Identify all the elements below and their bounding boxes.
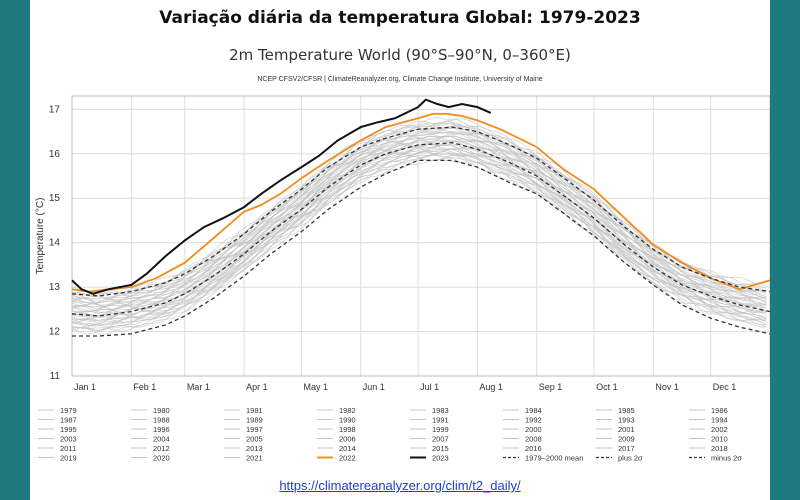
legend-label: 1980 (153, 406, 170, 415)
legend-label: 1982 (339, 406, 356, 415)
legend-label: 1979–2000 mean (525, 454, 583, 463)
series-line-2023 (71, 98, 492, 295)
legend-label: 2014 (339, 444, 356, 453)
legend-label: 1991 (432, 416, 449, 425)
slide-title: Variação diária da temperatura Global: 1… (159, 8, 641, 28)
chart-title: 2m Temperature World (90°S–90°N, 0–360°E… (229, 46, 571, 64)
legend-label: 1984 (525, 406, 542, 415)
x-tick-label: May 1 (303, 382, 328, 392)
chart-card: Variação diária da temperatura Global: 1… (30, 0, 770, 500)
legend-label: 1981 (246, 406, 263, 415)
series-line-2018 (71, 117, 767, 304)
legend-label: 2023 (432, 454, 449, 463)
legend-label: 2018 (711, 444, 728, 453)
legend-label: 1997 (246, 425, 263, 434)
legend-label: 2019 (60, 454, 77, 463)
legend-label: 1998 (339, 425, 356, 434)
series-line-1997 (71, 144, 767, 317)
y-tick-label: 14 (49, 238, 61, 249)
legend-label: 2002 (711, 425, 728, 434)
y-tick-label: 12 (49, 327, 61, 338)
x-tick-label: Sep 1 (539, 382, 563, 392)
series-line-2021 (71, 118, 767, 294)
series-line-2007 (71, 132, 767, 306)
series-line-2022 (71, 112, 770, 293)
legend-label: 2001 (618, 425, 635, 434)
x-tick-label: Jul 1 (420, 382, 439, 392)
y-axis-label: Temperature (°C) (35, 198, 46, 275)
legend-label: 2000 (525, 425, 542, 434)
x-tick-label: Nov 1 (655, 382, 679, 392)
series-line-1979 (71, 159, 767, 332)
legend-label: 2012 (153, 444, 170, 453)
x-tick-label: Feb 1 (133, 382, 156, 392)
series-line-2008 (71, 125, 767, 310)
legend-label: 1995 (60, 425, 77, 434)
legend-label: 2005 (246, 435, 263, 444)
legend-label: 1992 (525, 416, 542, 425)
series-line-minus-2- (72, 159, 770, 337)
y-tick-label: 13 (49, 282, 61, 293)
legend-label: 1985 (618, 406, 635, 415)
x-tick-label: Jan 1 (74, 382, 96, 392)
series-line-2002 (71, 139, 767, 309)
series-line-2015 (71, 126, 767, 302)
legend-label: 1983 (432, 406, 449, 415)
y-tick-label: 17 (49, 104, 61, 115)
series-line-2006 (71, 135, 767, 310)
y-tick-label: 16 (49, 149, 61, 160)
legend-label: 2008 (525, 435, 542, 444)
x-tick-label: Apr 1 (246, 382, 268, 392)
x-tick-label: Oct 1 (596, 382, 618, 392)
x-tick-label: Dec 1 (713, 382, 737, 392)
legend-label: 1990 (339, 416, 356, 425)
legend-label: 1996 (153, 425, 170, 434)
legend-label: 2007 (432, 435, 449, 444)
legend-label: 1979 (60, 406, 77, 415)
series-line-1993 (71, 146, 767, 318)
series-line-2004 (71, 132, 767, 313)
legend-label: 2009 (618, 435, 635, 444)
legend-label: 2017 (618, 444, 635, 453)
legend-label: 1989 (246, 416, 263, 425)
y-tick-label: 11 (50, 371, 61, 382)
y-tick-label: 15 (49, 193, 61, 204)
series-line-1996 (71, 140, 767, 321)
temperature-chart: 11 12 13 14 15 16 17 Jan 1 Feb 1 Mar 1 Apr 1 May 1 J… (35, 95, 770, 463)
legend-label: 2010 (711, 435, 728, 444)
x-tick-label: Jun 1 (363, 382, 385, 392)
legend-label: 1986 (711, 406, 728, 415)
series-line-1979-2000-mean (71, 142, 770, 317)
legend-label: 2021 (246, 454, 263, 463)
x-tick-label: Mar 1 (187, 382, 210, 392)
series-line-plus-2- (71, 126, 770, 297)
legend-label: 2016 (525, 444, 542, 453)
legend-label: minus 2σ (711, 454, 742, 463)
legend-label: 2003 (60, 435, 77, 444)
source-link[interactable]: https://climatereanalyzer.org/clim/t2_da… (279, 478, 521, 493)
legend-label: 1999 (432, 425, 449, 434)
legend-label: 2004 (153, 435, 170, 444)
legend-label: 1988 (153, 416, 170, 425)
legend-label: plus 2σ (618, 454, 643, 463)
series-line-1992 (71, 146, 767, 324)
legend-label: 2020 (153, 454, 170, 463)
legend-label: 1994 (711, 416, 728, 425)
legend-label: 1987 (60, 416, 77, 425)
series-line-1985 (71, 148, 767, 329)
legend-label: 2011 (60, 444, 76, 453)
legend-label: 1993 (618, 416, 635, 425)
series-line-1989 (71, 147, 767, 323)
legend-label: 2006 (339, 435, 356, 444)
legend-label: 2015 (432, 444, 449, 453)
legend-label: 2013 (246, 444, 263, 453)
plot-frame (71, 95, 770, 377)
chart-credit: NCEP CFSV2/CFSR | ClimateReanalyzer.org,… (257, 76, 543, 83)
x-tick-label: Aug 1 (479, 382, 503, 392)
legend-label: 2022 (339, 454, 356, 463)
series-line-1986 (71, 147, 767, 331)
